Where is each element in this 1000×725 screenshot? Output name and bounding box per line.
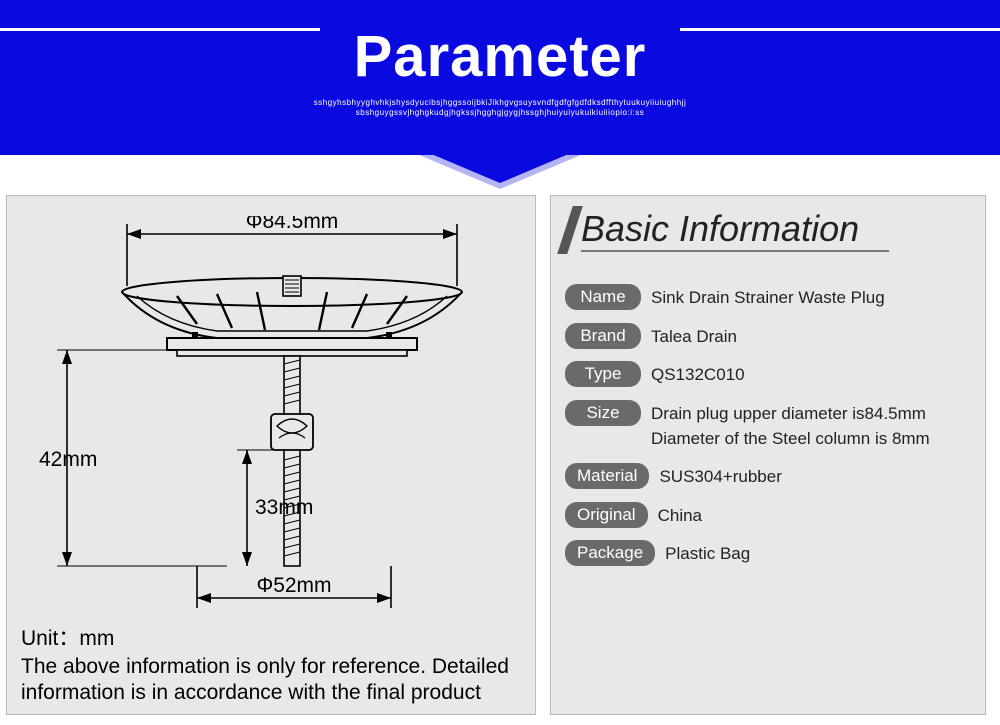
header-banner: Parameter sshgyhsbhyyghvhkjshysdyucibsjh… bbox=[0, 0, 1000, 155]
info-value: Talea Drain bbox=[651, 323, 737, 350]
unit-label: Unit：mm bbox=[21, 622, 114, 652]
info-value: QS132C010 bbox=[651, 361, 745, 388]
dim-top-diameter: Φ84.5mm bbox=[246, 216, 339, 233]
info-row: Brand Talea Drain bbox=[565, 323, 971, 350]
info-badge: Size bbox=[565, 400, 641, 426]
info-row: Original China bbox=[565, 502, 971, 529]
info-value: Plastic Bag bbox=[665, 540, 750, 567]
section-title: Basic Information bbox=[581, 208, 889, 252]
dim-shaft-length: 33mm bbox=[255, 496, 313, 519]
header-subtitle: sshgyhsbhyyghvhkjshysdyucibsjhggssoijbki… bbox=[0, 98, 1000, 119]
info-value: Drain plug upper diameter is84.5mmDiamet… bbox=[651, 400, 930, 451]
info-value: Sink Drain Strainer Waste Plug bbox=[651, 284, 885, 311]
info-value: SUS304+rubber bbox=[659, 463, 781, 490]
diagram-panel: Φ84.5mm bbox=[6, 195, 536, 715]
info-rows-container: Name Sink Drain Strainer Waste Plug Brand T… bbox=[565, 284, 971, 567]
disclaimer-text: The above information is only for refere… bbox=[21, 654, 521, 707]
dim-height-left: 42mm bbox=[39, 448, 97, 471]
section-title-wrap: Basic Information bbox=[565, 206, 971, 254]
info-badge: Type bbox=[565, 361, 641, 387]
header-title: Parameter bbox=[0, 28, 1000, 86]
product-diagram: Φ84.5mm bbox=[37, 216, 507, 636]
info-row: Size Drain plug upper diameter is84.5mmDi… bbox=[565, 400, 971, 451]
info-badge: Name bbox=[565, 284, 641, 310]
info-panel: Basic Information Name Sink Drain Straine… bbox=[550, 195, 986, 715]
info-badge: Package bbox=[565, 540, 655, 566]
info-row: Package Plastic Bag bbox=[565, 540, 971, 567]
header-chevron bbox=[410, 145, 590, 183]
info-row: Material SUS304+rubber bbox=[565, 463, 971, 490]
info-badge: Material bbox=[565, 463, 649, 489]
info-row: Name Sink Drain Strainer Waste Plug bbox=[565, 284, 971, 311]
section-title-bar-icon bbox=[557, 206, 583, 254]
info-badge: Brand bbox=[565, 323, 641, 349]
dim-bottom-diameter: Φ52mm bbox=[256, 574, 331, 597]
content-row: Φ84.5mm bbox=[0, 155, 1000, 715]
header-line-left bbox=[0, 28, 320, 31]
info-row: Type QS132C010 bbox=[565, 361, 971, 388]
info-badge: Original bbox=[565, 502, 648, 528]
info-value: China bbox=[658, 502, 702, 529]
header-line-right bbox=[680, 28, 1000, 31]
